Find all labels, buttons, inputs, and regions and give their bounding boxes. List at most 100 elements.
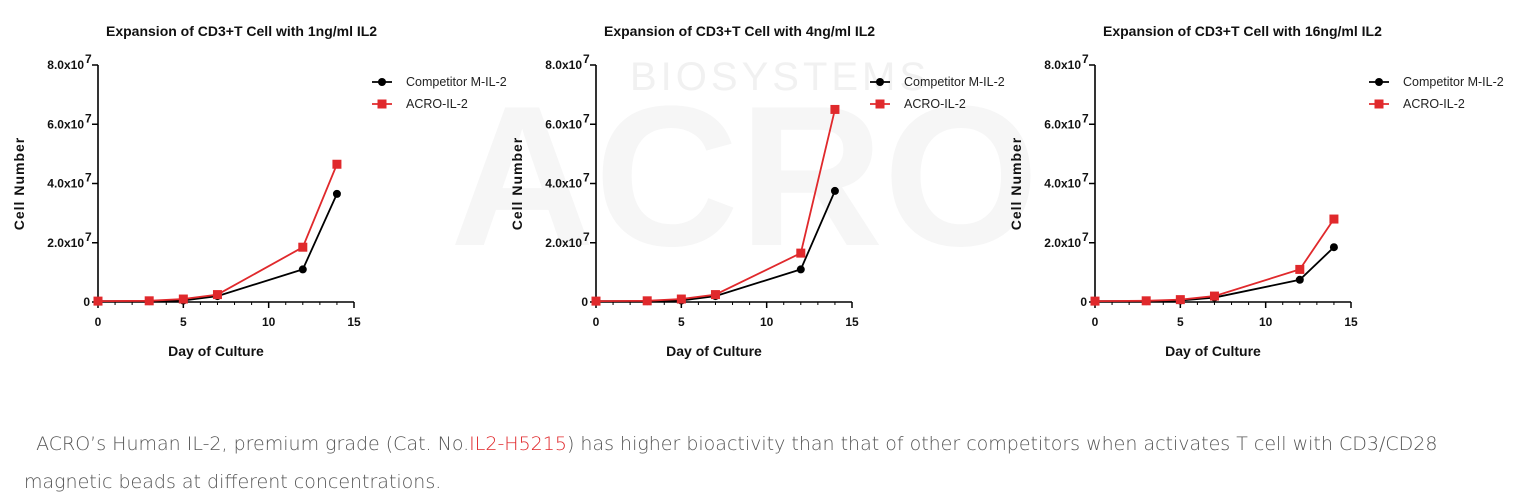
y-tick-label: 0 (1080, 295, 1087, 309)
data-point (332, 159, 342, 169)
y-axis-label: Cell Number (11, 137, 27, 230)
legend-label: Competitor M-IL-2 (406, 75, 507, 89)
y-tick-exponent: 7 (583, 230, 590, 244)
data-point (1141, 296, 1151, 306)
data-point (591, 296, 601, 306)
y-tick-label: 0 (83, 295, 90, 309)
legend-label: ACRO-IL-2 (1403, 97, 1465, 111)
chart-1ng-svg: Expansion of CD3+T Cell with 1ng/ml IL2 0… (11, 23, 507, 359)
chart-16ng: Expansion of CD3+T Cell with 16ng/ml IL2… (997, 0, 1517, 380)
y-tick-exponent: 7 (1082, 111, 1089, 125)
x-tick-label: 15 (845, 315, 859, 329)
y-tick-exponent: 7 (85, 111, 92, 125)
y-tick-exponent: 7 (85, 52, 92, 66)
data-point (93, 296, 103, 306)
x-tick-label: 0 (95, 315, 102, 329)
series-acro (591, 104, 840, 306)
data-point (1175, 295, 1185, 305)
series-line (595, 109, 836, 303)
series-acro (1090, 214, 1339, 306)
y-tick-exponent: 7 (583, 52, 590, 66)
x-axis-label: Day of Culture (168, 343, 264, 359)
x-tick-label: 5 (180, 315, 187, 329)
x-tick-label: 10 (262, 315, 276, 329)
x-tick-label: 0 (593, 315, 600, 329)
y-axis-label: Cell Number (509, 137, 525, 230)
x-axis-label: Day of Culture (666, 343, 762, 359)
data-point (144, 296, 154, 306)
y-tick-label: 8.0x10 (47, 58, 84, 72)
y-tick-label: 4.0x10 (47, 177, 84, 191)
y-tick-label: 8.0x10 (545, 58, 582, 72)
y-tick-label: 2.0x10 (47, 236, 84, 250)
series-line (1094, 218, 1335, 303)
y-tick-label: 6.0x10 (545, 117, 582, 131)
series-acro (93, 159, 342, 306)
data-point (1295, 264, 1305, 274)
catalog-link[interactable]: IL2-H5215 (469, 433, 567, 455)
data-point (710, 290, 720, 300)
chart-title: Expansion of CD3+T Cell with 4ng/ml IL2 (604, 23, 875, 39)
y-tick-label: 6.0x10 (47, 117, 84, 131)
y-tick-label: 8.0x10 (1044, 58, 1081, 72)
data-point (1329, 214, 1339, 224)
series-line (97, 163, 338, 303)
x-tick-label: 10 (1259, 315, 1273, 329)
data-point (830, 104, 840, 114)
y-tick-exponent: 7 (1082, 52, 1089, 66)
caption-text-pre: ACRO’s Human IL-2, premium grade (Cat. N… (36, 433, 470, 455)
x-tick-label: 5 (678, 315, 685, 329)
series-line (596, 190, 836, 303)
y-tick-label: 0 (581, 295, 588, 309)
data-point (642, 296, 652, 306)
data-point (298, 242, 308, 252)
charts-row: Expansion of CD3+T Cell with 1ng/ml IL2 0… (0, 0, 1517, 380)
y-tick-exponent: 7 (85, 171, 92, 185)
data-point (298, 265, 307, 274)
legend-label: Competitor M-IL-2 (904, 75, 1005, 89)
data-point (1295, 275, 1304, 284)
data-point (178, 294, 188, 304)
x-tick-label: 15 (1344, 315, 1358, 329)
y-tick-label: 4.0x10 (545, 177, 582, 191)
data-point (796, 265, 805, 274)
data-point (332, 189, 341, 198)
x-tick-label: 10 (760, 315, 774, 329)
legend-marker (1374, 99, 1384, 109)
y-tick-exponent: 7 (583, 171, 590, 185)
legend-label: Competitor M-IL-2 (1403, 75, 1504, 89)
chart-title: Expansion of CD3+T Cell with 1ng/ml IL2 (106, 23, 377, 39)
data-point (1090, 296, 1100, 306)
y-tick-label: 2.0x10 (1044, 236, 1081, 250)
data-point (676, 294, 686, 304)
y-axis-label: Cell Number (1008, 137, 1024, 230)
legend-marker (1375, 78, 1383, 86)
chart-16ng-svg: Expansion of CD3+T Cell with 16ng/ml IL2… (1008, 23, 1504, 359)
caption-text-post: ) has higher bioactivity than that of ot… (24, 433, 1438, 493)
chart-4ng-svg: Expansion of CD3+T Cell with 4ng/ml IL2 0… (509, 23, 1005, 359)
chart-4ng: Expansion of CD3+T Cell with 4ng/ml IL2 0… (498, 0, 1018, 380)
y-tick-exponent: 7 (1082, 230, 1089, 244)
data-point (1329, 243, 1338, 252)
legend-marker (876, 78, 884, 86)
y-tick-exponent: 7 (583, 111, 590, 125)
legend-label: ACRO-IL-2 (904, 97, 966, 111)
y-tick-exponent: 7 (1082, 171, 1089, 185)
y-tick-exponent: 7 (85, 230, 92, 244)
legend-marker (377, 99, 387, 109)
x-tick-label: 5 (1177, 315, 1184, 329)
y-tick-label: 2.0x10 (545, 236, 582, 250)
y-tick-label: 4.0x10 (1044, 177, 1081, 191)
data-point (1209, 291, 1219, 301)
legend-label: ACRO-IL-2 (406, 97, 468, 111)
x-tick-label: 15 (347, 315, 361, 329)
x-tick-label: 0 (1092, 315, 1099, 329)
chart-title: Expansion of CD3+T Cell with 16ng/ml IL2 (1103, 23, 1382, 39)
figure-caption: ACRO’s Human IL-2, premium grade (Cat. N… (24, 425, 1484, 501)
y-tick-label: 6.0x10 (1044, 117, 1081, 131)
chart-1ng: Expansion of CD3+T Cell with 1ng/ml IL2 0… (0, 0, 520, 380)
data-point (796, 248, 806, 258)
data-point (830, 186, 839, 195)
data-point (212, 290, 222, 300)
legend-marker (875, 99, 885, 109)
